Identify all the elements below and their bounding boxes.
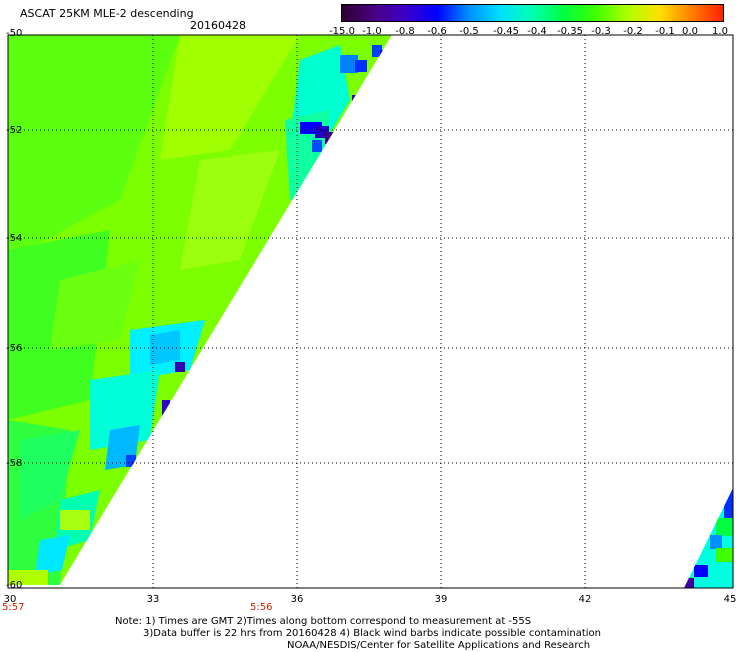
- colorbar-label: -0.3: [591, 26, 611, 37]
- time-label: 5:57: [2, 602, 25, 613]
- note-line: NOAA/NESDIS/Center for Satellite Applica…: [287, 640, 591, 651]
- lat-label: -52: [6, 125, 23, 136]
- lon-label: 30: [3, 594, 17, 605]
- left-swath: [8, 35, 392, 585]
- colorbar-label: -0.45: [493, 26, 519, 37]
- colorbar-label: -0.5: [459, 26, 479, 37]
- time-label: 5:56: [250, 602, 273, 613]
- lat-label: -56: [6, 343, 23, 354]
- note-line: 3)Data buffer is 22 hrs from 20160428 4)…: [143, 628, 601, 639]
- lat-label: -58: [6, 458, 23, 469]
- lon-label: 36: [290, 594, 304, 605]
- colorbar-label: 0.0: [682, 26, 698, 37]
- colorbar-labels: -15.0 -1.0 -0.8 -0.6 -0.5 -0.45 -0.4 -0.…: [329, 26, 730, 38]
- plot-frame: [7, 34, 734, 589]
- colorbar-label: -0.4: [527, 26, 547, 37]
- colorbar-label: 1.0: [712, 26, 728, 37]
- colorbar-label: -0.6: [427, 26, 447, 37]
- lon-label: 33: [146, 594, 160, 605]
- lat-label: -50: [6, 28, 23, 39]
- colorbar-label: -0.35: [557, 26, 583, 37]
- lon-label: 39: [434, 594, 448, 605]
- colorbar-label: -0.8: [395, 26, 415, 37]
- note-line: Note: 1) Times are GMT 2)Times along bot…: [115, 616, 532, 627]
- lat-label: -60: [6, 580, 23, 591]
- right-swath: [684, 488, 733, 588]
- colorbar-label: -1.0: [362, 26, 382, 37]
- lon-label: 45: [723, 594, 737, 605]
- lat-label: -54: [6, 233, 23, 244]
- footnotes: Note: 1) Times are GMT 2)Times along bot…: [115, 616, 601, 652]
- lon-label: 42: [578, 594, 592, 605]
- colorbar: [341, 4, 724, 22]
- map-date: 20160428: [190, 19, 246, 32]
- colorbar-label: -15.0: [329, 26, 355, 37]
- map-title: ASCAT 25KM MLE-2 descending: [20, 7, 194, 20]
- colorbar-label: -0.1: [655, 26, 675, 37]
- colorbar-label: -0.2: [623, 26, 643, 37]
- graticule: [8, 35, 733, 588]
